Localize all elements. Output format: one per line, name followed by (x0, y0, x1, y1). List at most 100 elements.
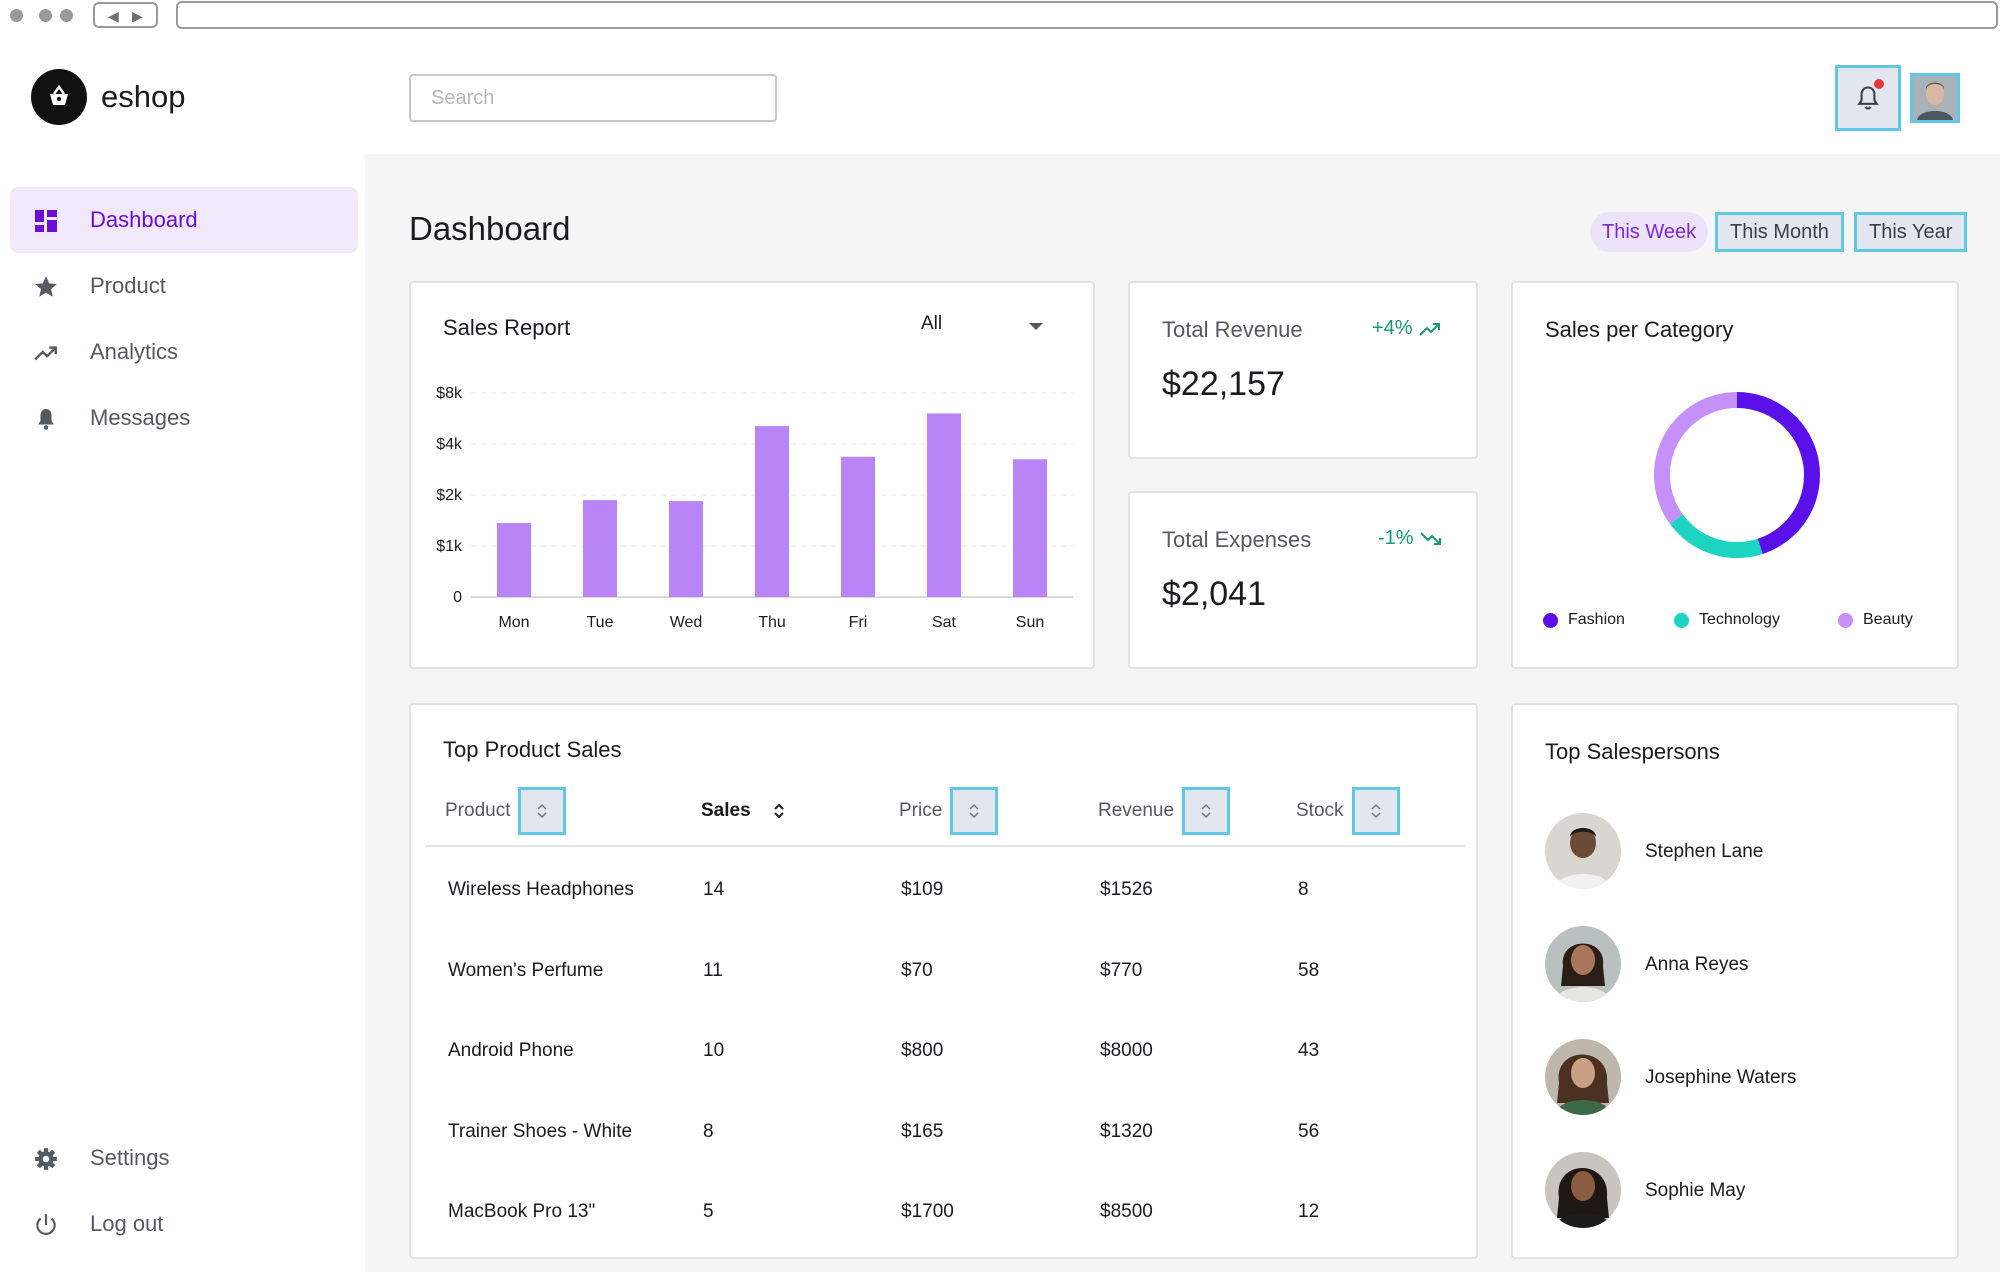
x-tick-label: Sat (932, 614, 957, 631)
salesperson-avatar (1545, 813, 1621, 889)
sidebar-item-settings[interactable]: Settings (10, 1125, 358, 1191)
category-donut-chart (1654, 392, 1820, 558)
legend-swatch (1838, 612, 1853, 628)
x-tick-label: Sun (1016, 614, 1044, 631)
sidebar-item-label: Product (90, 273, 166, 298)
sidebar-item-analytics[interactable]: Analytics (10, 319, 358, 385)
y-tick-label: $4k (436, 436, 463, 453)
salesperson-name: Sophie May (1645, 1180, 1746, 1201)
column-header-stock: Stock (1296, 787, 1400, 835)
window-zoom-dot[interactable] (60, 9, 73, 22)
sidebar-item-label: Messages (90, 405, 191, 430)
brand-name: eshop (101, 79, 186, 114)
sidebar-item-messages[interactable]: Messages (10, 385, 358, 451)
sort-stock-button[interactable] (1351, 787, 1400, 835)
notifications-button[interactable] (1835, 65, 1901, 131)
sort-price-button[interactable] (950, 787, 999, 835)
cell-sales: 8 (703, 1121, 714, 1142)
expenses-change: -1% (1378, 527, 1442, 550)
address-bar[interactable] (176, 1, 1998, 29)
sort-revenue-button[interactable] (1182, 787, 1231, 835)
sort-icon (773, 803, 784, 819)
sales-report-title: Sales Report (443, 315, 571, 340)
cell-stock: 58 (1298, 960, 1320, 981)
power-icon (32, 1211, 60, 1239)
sidebar-item-product[interactable]: Product (10, 253, 358, 319)
salesperson-avatar (1545, 1039, 1621, 1115)
window-close-dot[interactable] (10, 9, 23, 22)
cell-stock: 56 (1298, 1121, 1320, 1142)
sidebar: Dashboard Product Analytics Messages (0, 154, 365, 1272)
top-salespersons-card: Top Salespersons Stephen Lane Anna Reyes… (1511, 703, 1959, 1259)
forward-arrow-icon[interactable]: ▶ (132, 8, 143, 24)
cell-revenue: $1526 (1100, 879, 1153, 900)
top-products-title: Top Product Sales (443, 737, 622, 762)
revenue-change: +4% (1372, 317, 1441, 340)
sort-product-button[interactable] (518, 787, 567, 835)
y-tick-label: $2k (436, 487, 463, 504)
salesperson-name: Stephen Lane (1645, 841, 1764, 862)
x-tick-label: Mon (498, 614, 529, 631)
logo[interactable] (31, 69, 87, 125)
bar[interactable] (841, 456, 875, 597)
sales-per-category-card: Sales per Category Fashion Technology Be… (1511, 281, 1959, 669)
table-header-divider (425, 845, 1465, 847)
star-icon (32, 273, 60, 301)
filter-this-week[interactable]: This Week (1590, 212, 1709, 252)
sort-icon (1371, 803, 1381, 819)
expenses-label: Total Expenses (1162, 527, 1312, 552)
bell-icon (32, 405, 60, 433)
category-title: Sales per Category (1545, 317, 1734, 342)
salesperson-avatar (1545, 926, 1621, 1002)
column-header-label: Stock (1296, 800, 1344, 821)
bar[interactable] (497, 523, 531, 597)
cell-price: $109 (901, 879, 944, 900)
basket-icon (50, 84, 68, 105)
sort-sales-button[interactable] (773, 802, 785, 820)
salesperson-avatar (1545, 1152, 1621, 1228)
column-header-revenue: Revenue (1098, 787, 1231, 835)
app: eshop Dashboard (0, 44, 2000, 1272)
filter-this-year[interactable]: This Year (1854, 212, 1968, 252)
column-header-product: Product (445, 787, 567, 835)
bar[interactable] (1013, 459, 1047, 597)
page-title: Dashboard (409, 210, 571, 247)
donut-slice-beauty[interactable] (1654, 392, 1738, 524)
revenue-value: $22,157 (1162, 365, 1285, 403)
bar[interactable] (927, 413, 961, 597)
sales-filter-select[interactable]: All (921, 313, 943, 334)
bar[interactable] (755, 426, 789, 597)
x-tick-label: Fri (849, 614, 868, 631)
cell-sales: 10 (703, 1040, 725, 1061)
main-content: Dashboard This Week This Month This Year… (365, 154, 2000, 1272)
chevron-down-icon[interactable] (1029, 323, 1043, 330)
salespersons-title: Top Salespersons (1545, 739, 1720, 764)
sidebar-item-label: Settings (90, 1145, 170, 1170)
sidebar-item-dashboard[interactable]: Dashboard (10, 187, 358, 253)
notification-dot (1874, 79, 1884, 89)
user-avatar[interactable] (1910, 73, 1960, 123)
sidebar-item-logout[interactable]: Log out (10, 1191, 358, 1257)
total-expenses-card: Total Expenses -1% $2,041 (1128, 491, 1478, 669)
top-product-sales-card: Top Product Sales Product Sales Price (409, 703, 1478, 1259)
dashboard-icon (32, 207, 60, 235)
filter-this-month[interactable]: This Month (1715, 212, 1844, 252)
legend-swatch (1674, 612, 1689, 628)
total-revenue-card: Total Revenue +4% $22,157 (1128, 281, 1478, 459)
bar[interactable] (583, 500, 617, 597)
search-input[interactable] (409, 74, 777, 122)
donut-slice-fashion[interactable] (1736, 392, 1820, 554)
column-header-label: Revenue (1098, 800, 1175, 821)
cell-product: Wireless Headphones (448, 879, 634, 900)
expenses-value: $2,041 (1162, 575, 1266, 613)
sidebar-item-label: Analytics (90, 339, 179, 364)
cell-product: Android Phone (448, 1040, 574, 1061)
back-arrow-icon[interactable]: ◀ (108, 8, 119, 24)
expenses-change-value: -1% (1378, 527, 1414, 549)
browser-nav-buttons[interactable]: ◀ ▶ (93, 2, 158, 28)
bar[interactable] (669, 501, 703, 597)
window-minimize-dot[interactable] (39, 9, 52, 22)
donut-slice-technology[interactable] (1669, 514, 1763, 558)
sales-report-card: Sales Report All 0 $1k $2k $4k $8k Mon Tue Wed T… (409, 281, 1095, 669)
trending-up-icon (1418, 322, 1440, 336)
